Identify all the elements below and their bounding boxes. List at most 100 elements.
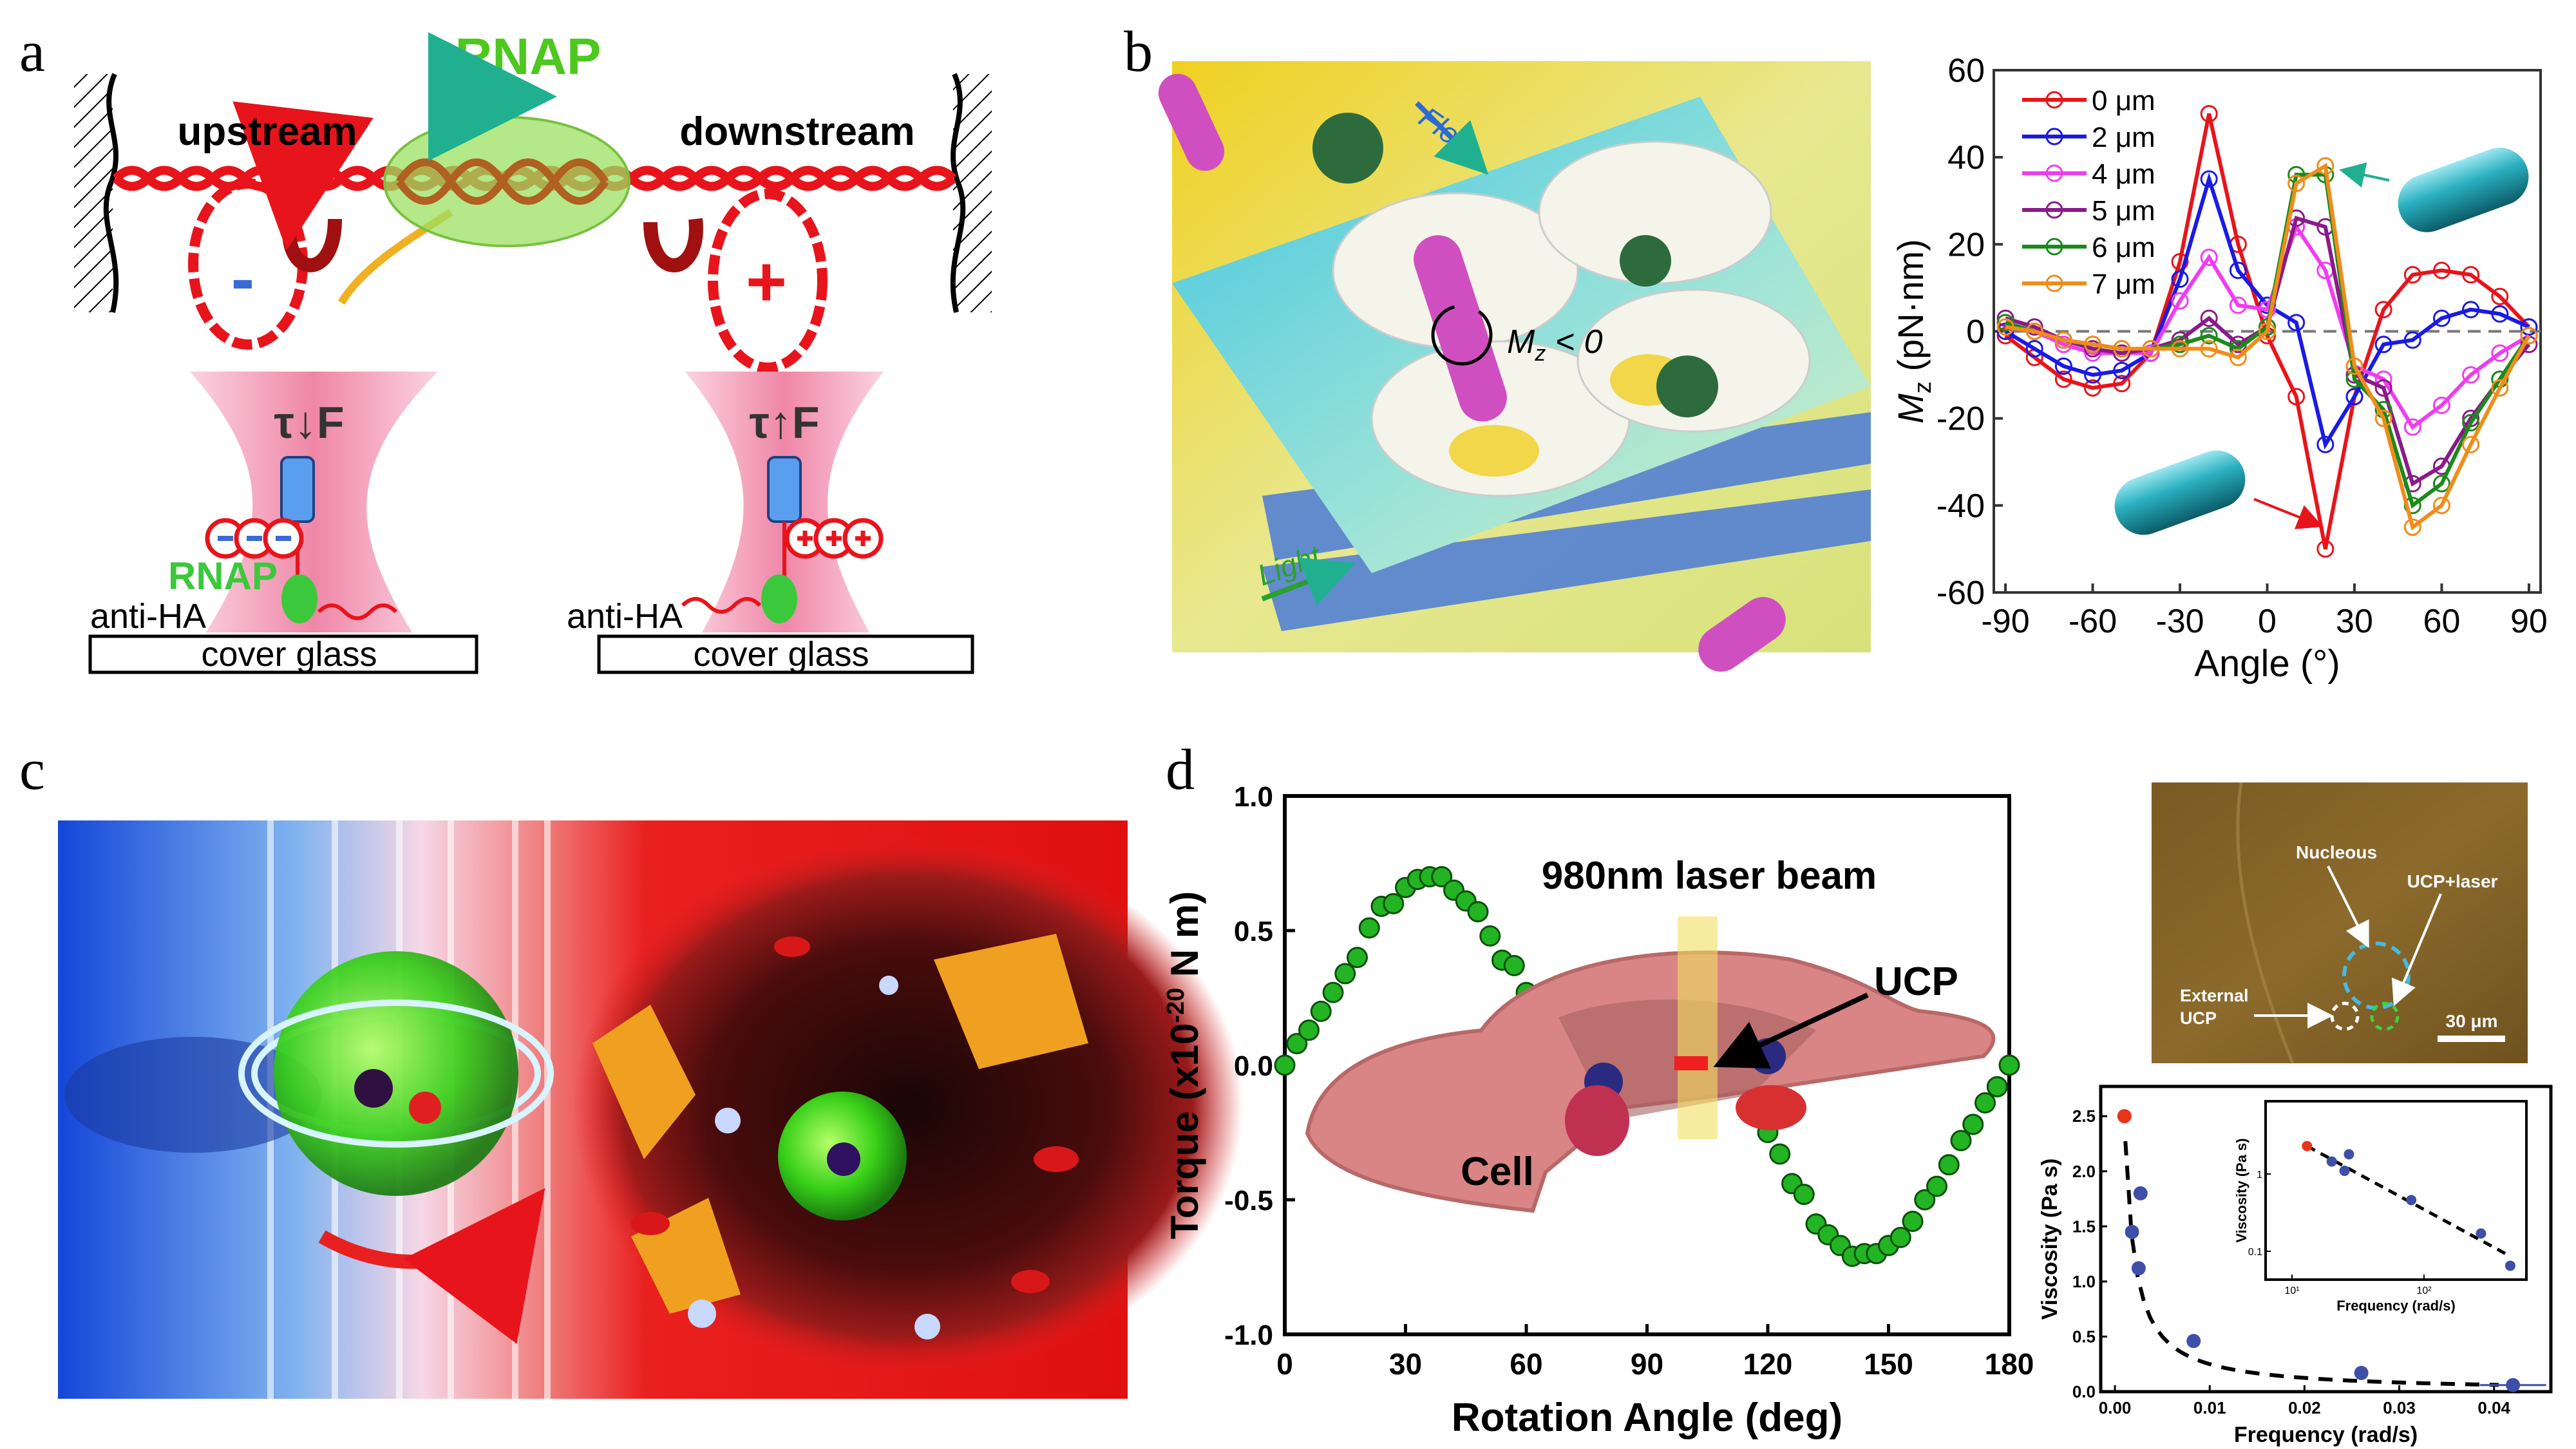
data-point (2432, 475, 2450, 493)
y-tick-label: 20 (1947, 226, 1985, 263)
data-point (1793, 1184, 1815, 1206)
data-point (1902, 1210, 1924, 1232)
data-point (2113, 344, 2131, 362)
positive-sign: + (746, 242, 787, 321)
x-tick-label: -90 (1981, 603, 2029, 640)
data-point (2374, 336, 2392, 354)
ucp-laser-label: UCP+laser (2407, 871, 2498, 891)
cell-micrograph: Nucleous UCP+laser External UCP 30 μm (2152, 782, 2528, 1064)
data-point (2259, 323, 2276, 340)
x-tick-label: -30 (2155, 603, 2204, 640)
data-point (2491, 305, 2509, 323)
anti-ha-label-right: anti-HA (567, 597, 683, 636)
data-point (2491, 344, 2509, 362)
data-point (2084, 340, 2102, 358)
data-point (2125, 1224, 2139, 1239)
data-point (2025, 340, 2043, 358)
data-point (2259, 318, 2276, 336)
legend-label: 6 μm (2092, 232, 2155, 263)
data-point (2025, 323, 2043, 340)
light-arrow-icon (1261, 557, 1356, 606)
scale-bar (2438, 1036, 2505, 1042)
data-point (2054, 331, 2072, 349)
data-point (2200, 170, 2218, 188)
x-tick-label: 60 (2423, 603, 2461, 640)
y-tick-label: 1.0 (2072, 1272, 2096, 1291)
y-tick-label: 2.0 (2072, 1162, 2096, 1181)
data-point (2171, 336, 2189, 354)
data-point (1310, 1000, 1332, 1022)
data-point (1769, 1143, 1791, 1165)
y-tick-label: 0.5 (2072, 1327, 2096, 1346)
ucp-particle (1674, 1056, 1708, 1070)
rnap-enzyme-small (281, 574, 317, 623)
torque-force-label-left: τ↓F (274, 397, 345, 448)
mz-label: Mz < 0 (1507, 323, 1603, 366)
legend-marker (2045, 128, 2063, 146)
data-point (2200, 340, 2218, 358)
x-tick-label: 90 (2510, 603, 2548, 640)
x-tick-label: 180 (1985, 1347, 2034, 1381)
data-point (2200, 249, 2218, 267)
inset-x-tick-label: 10² (2416, 1285, 2432, 1296)
laser-beam-label: 980nm laser beam (1542, 854, 1877, 897)
data-point (1467, 901, 1489, 923)
laser-beam (1678, 916, 1718, 1139)
data-point (2117, 1109, 2132, 1124)
data-point (2287, 175, 2306, 193)
x-tick-label: -60 (2069, 603, 2117, 640)
data-point (2520, 318, 2538, 336)
data-point (1986, 1075, 2008, 1097)
cover-glass-label-left: cover glass (201, 635, 377, 674)
x-tick-label: 30 (1389, 1347, 1422, 1381)
inset-y-tick-label: 1 (2257, 1170, 2262, 1180)
rotation-arrow-icon (318, 1188, 545, 1344)
legend-marker (2045, 238, 2063, 256)
data-point (2171, 340, 2189, 358)
legend-label: 2 μm (2092, 122, 2155, 153)
bead-cylinder (767, 456, 802, 523)
x-tick-label: 0.01 (2193, 1398, 2226, 1417)
x-tick-label: 120 (1743, 1347, 1793, 1381)
x-tick-label: 0 (1276, 1347, 1293, 1381)
data-point (2491, 379, 2509, 397)
cover-glass-label-right: cover glass (693, 635, 869, 674)
data-point (2403, 418, 2421, 436)
green-microsphere (274, 951, 518, 1196)
data-point (2171, 270, 2189, 288)
panel-c-illustration (58, 820, 1243, 1399)
y-tick-label: 60 (1947, 52, 1985, 90)
series-line-4μm (2005, 222, 2530, 430)
torque-force-label-right: τ↑F (750, 397, 820, 448)
rnap-label-small: RNAP (168, 554, 278, 598)
y-tick-label: 0.0 (1234, 1050, 1273, 1082)
inset-data-point (2505, 1260, 2515, 1271)
chart-d-viscosity: 0.00 0.01 0.02 0.03 0.04 0.0 0.5 1.0 1.5 2.0 2.5 Fr… (2038, 1084, 2553, 1447)
positive-supercoil-loop (708, 189, 828, 373)
inset-data-point (2406, 1195, 2417, 1206)
y-tick-label: -60 (1937, 574, 1985, 612)
x-tick-label: 150 (1864, 1347, 1913, 1381)
fit-curve (2123, 1141, 2499, 1387)
inset-data-point (2326, 1156, 2337, 1167)
inset-y-axis-label: Viscosity (Pa s) (2233, 1138, 2249, 1242)
pink-rod (1414, 235, 1507, 422)
data-point (2229, 348, 2247, 366)
ucp-label: UCP (1874, 960, 1958, 1004)
legend-label: 7 μm (2092, 269, 2155, 300)
data-point (2113, 375, 2131, 393)
x-tick-label: 60 (1510, 1347, 1542, 1381)
rod-inset-icon (2114, 450, 2246, 535)
data-point (2462, 301, 2480, 319)
panel-label-c: c (19, 738, 45, 802)
data-point (2229, 261, 2247, 279)
y-axis-label: Mz (pN·nm) (1890, 239, 1937, 424)
data-point (1926, 1175, 1947, 1197)
inset-x-tick-label: 10¹ (2284, 1285, 2299, 1296)
data-point (2345, 357, 2363, 375)
legend-label: 4 μm (2092, 158, 2155, 190)
y-tick-label: 1.0 (1234, 781, 1273, 813)
data-point (2084, 336, 2102, 354)
data-point (1383, 893, 1405, 914)
rotation-arrow-icon (643, 218, 703, 272)
